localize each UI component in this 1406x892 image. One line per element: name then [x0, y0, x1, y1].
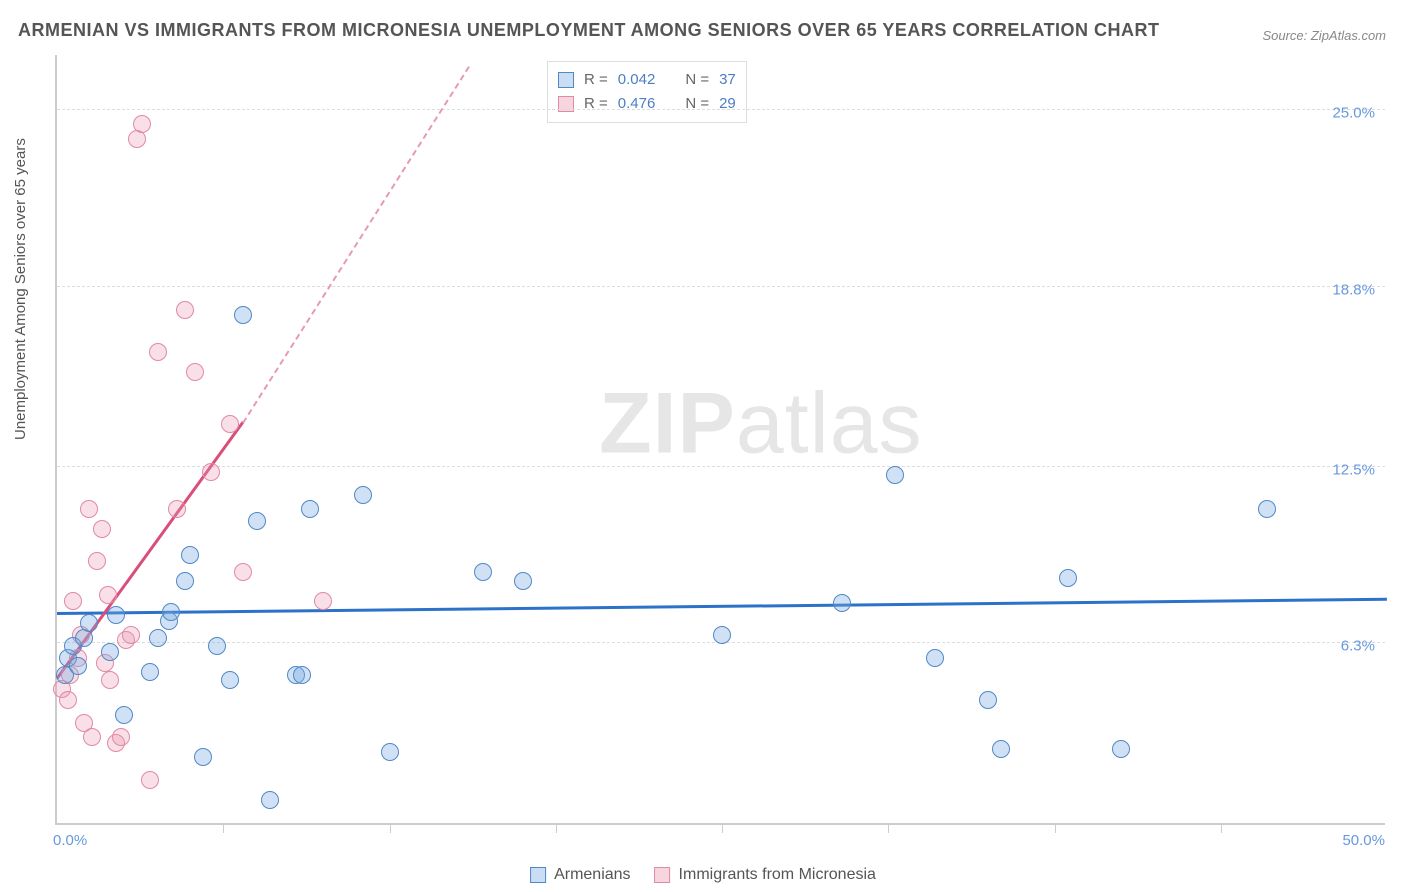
data-point — [514, 572, 532, 590]
x-tick — [888, 823, 889, 833]
data-point — [80, 500, 98, 518]
stat-n-label: N = — [685, 68, 709, 92]
swatch-blue — [530, 867, 546, 883]
plot-area: ZIPatlas R = 0.042 N = 37 R = 0.476 N = … — [55, 55, 1385, 825]
data-point — [101, 643, 119, 661]
data-point — [176, 572, 194, 590]
data-point — [979, 691, 997, 709]
data-point — [833, 594, 851, 612]
y-axis-label: Unemployment Among Seniors over 65 years — [12, 138, 29, 440]
data-point — [181, 546, 199, 564]
stats-legend: R = 0.042 N = 37 R = 0.476 N = 29 — [547, 61, 747, 123]
x-tick — [390, 823, 391, 833]
data-point — [107, 606, 125, 624]
watermark-light: atlas — [736, 375, 923, 471]
data-point — [234, 306, 252, 324]
x-tick — [1221, 823, 1222, 833]
data-point — [713, 626, 731, 644]
data-point — [115, 706, 133, 724]
stat-r-pink: 0.476 — [618, 92, 656, 116]
data-point — [83, 728, 101, 746]
x-min-label: 0.0% — [53, 832, 87, 849]
stat-n-blue: 37 — [719, 68, 736, 92]
stat-r-label: R = — [584, 92, 608, 116]
x-tick — [556, 823, 557, 833]
data-point — [221, 671, 239, 689]
trend-line-dashed — [242, 66, 470, 424]
y-tick-label: 18.8% — [1332, 281, 1375, 298]
watermark: ZIPatlas — [599, 374, 922, 473]
data-point — [186, 363, 204, 381]
legend-item-blue: Armenians — [530, 866, 630, 884]
legend-blue-label: Armenians — [554, 866, 630, 884]
data-point — [149, 629, 167, 647]
data-point — [301, 500, 319, 518]
x-max-label: 50.0% — [1342, 832, 1385, 849]
swatch-blue — [558, 72, 574, 88]
data-point — [381, 743, 399, 761]
chart-title: ARMENIAN VS IMMIGRANTS FROM MICRONESIA U… — [18, 20, 1160, 41]
data-point — [474, 563, 492, 581]
y-tick-label: 12.5% — [1332, 461, 1375, 478]
data-point — [149, 343, 167, 361]
data-point — [162, 603, 180, 621]
data-point — [141, 663, 159, 681]
data-point — [88, 552, 106, 570]
gridline — [57, 286, 1385, 287]
data-point — [293, 666, 311, 684]
stat-r-blue: 0.042 — [618, 68, 656, 92]
data-point — [80, 614, 98, 632]
data-point — [141, 771, 159, 789]
data-point — [354, 486, 372, 504]
data-point — [314, 592, 332, 610]
data-point — [64, 592, 82, 610]
data-point — [112, 728, 130, 746]
trend-line — [57, 598, 1387, 615]
data-point — [168, 500, 186, 518]
legend-pink-label: Immigrants from Micronesia — [679, 866, 876, 884]
data-point — [122, 626, 140, 644]
data-point — [176, 301, 194, 319]
legend-item-pink: Immigrants from Micronesia — [655, 866, 876, 884]
data-point — [101, 671, 119, 689]
data-point — [1112, 740, 1130, 758]
data-point — [1059, 569, 1077, 587]
data-point — [69, 657, 87, 675]
gridline — [57, 109, 1385, 110]
data-point — [133, 115, 151, 133]
y-tick-label: 6.3% — [1341, 638, 1375, 655]
stat-n-pink: 29 — [719, 92, 736, 116]
data-point — [1258, 500, 1276, 518]
data-point — [194, 748, 212, 766]
stats-row-blue: R = 0.042 N = 37 — [558, 68, 736, 92]
watermark-bold: ZIP — [599, 375, 736, 471]
stats-row-pink: R = 0.476 N = 29 — [558, 92, 736, 116]
stat-n-label: N = — [685, 92, 709, 116]
stat-r-label: R = — [584, 68, 608, 92]
x-tick — [223, 823, 224, 833]
x-tick — [722, 823, 723, 833]
data-point — [926, 649, 944, 667]
data-point — [992, 740, 1010, 758]
data-point — [93, 520, 111, 538]
data-point — [221, 415, 239, 433]
data-point — [886, 466, 904, 484]
data-point — [234, 563, 252, 581]
y-tick-label: 25.0% — [1332, 105, 1375, 122]
x-tick — [1055, 823, 1056, 833]
data-point — [59, 691, 77, 709]
data-point — [261, 791, 279, 809]
data-point — [208, 637, 226, 655]
data-point — [202, 463, 220, 481]
data-point — [99, 586, 117, 604]
bottom-legend: Armenians Immigrants from Micronesia — [530, 866, 876, 884]
data-point — [248, 512, 266, 530]
source-attribution: Source: ZipAtlas.com — [1262, 28, 1386, 43]
gridline — [57, 466, 1385, 467]
swatch-pink — [655, 867, 671, 883]
